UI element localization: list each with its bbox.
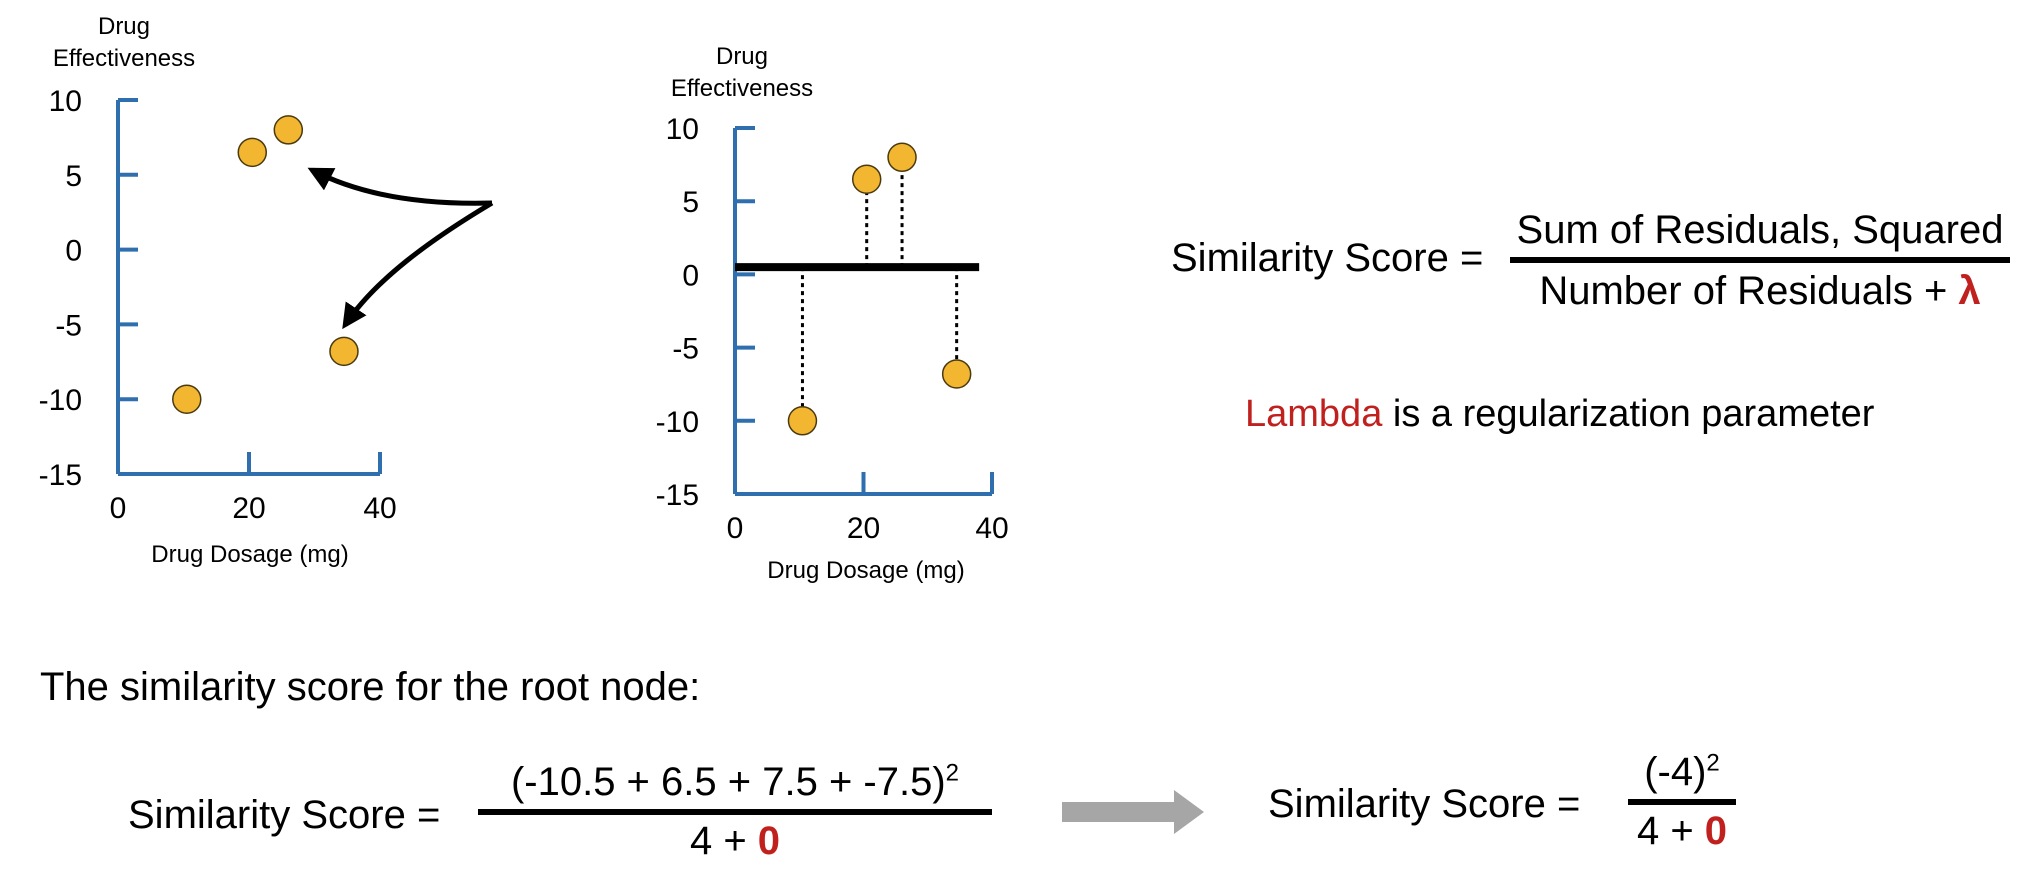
chart-1-ytick-label: 0 <box>65 235 82 268</box>
chart-2-ytick-label: -15 <box>656 479 699 512</box>
formula-result-denominator: 4 + 0 <box>1637 805 1727 854</box>
formula-main-denominator: Number of Residuals + λ <box>1539 263 1980 314</box>
lambda-symbol: λ <box>1958 269 1981 313</box>
chart-1-ytick-label: 10 <box>49 85 82 118</box>
chart-2-axes: 10 5 0 -5 -10 -15 0 20 40 <box>656 113 1009 545</box>
chart-2-ytick-label: -5 <box>672 333 699 366</box>
formula-main-numerator: Sum of Residuals, Squared <box>1516 208 2004 252</box>
formula-result-denominator-text: 4 + <box>1636 809 1705 853</box>
chart-1-ylabel-line1: Drug <box>98 13 150 40</box>
formula-main-fraction: Sum of Residuals, Squared Number of Resi… <box>1510 208 2010 314</box>
chart-2-point <box>941 359 972 389</box>
curved-arrow-lower <box>342 200 494 330</box>
lambda-word: Lambda <box>1245 393 1383 435</box>
chart-2-ytick-label: 0 <box>682 259 699 292</box>
formula-root-denominator: 4 + 0 <box>690 815 780 864</box>
chart-2-xtick-label: 20 <box>847 512 880 545</box>
formula-root-bar <box>478 809 992 815</box>
formula-result-exponent: 2 <box>1706 749 1720 777</box>
curved-arrow-upper <box>307 167 493 206</box>
chart-1-axes: 10 5 0 -5 -10 -15 0 20 40 <box>39 85 397 525</box>
chart-2-ylabel-line1: Drug <box>716 43 768 70</box>
formula-root-lhs: Similarity Score = <box>128 793 441 837</box>
formula-root-lambda-value: 0 <box>757 819 781 863</box>
formula-result-numerator-base: (-4) <box>1644 750 1707 794</box>
formula-result-lambda-value: 0 <box>1704 809 1728 853</box>
chart-1-marks <box>172 115 359 414</box>
formula-root-exponent: 2 <box>945 759 960 787</box>
chart-1-point <box>273 115 304 145</box>
chart-1-xtick-label: 40 <box>363 492 396 525</box>
chart-2-ytick-label: 5 <box>682 186 699 219</box>
chart-1: Drug Effectiveness 10 5 0 -5 -10 -15 0 20 40 Dru… <box>39 13 494 568</box>
chart-1-ytick-label: -15 <box>39 459 82 492</box>
formula-result-fraction: (-4)2 4 + 0 <box>1628 750 1736 854</box>
formula-root-fraction: (-10.5 + 6.5 + 7.5 + -7.5)2 4 + 0 <box>478 760 992 864</box>
chart-2: Drug Effectiveness 10 5 0 -5 -10 -15 0 20 40 Dru… <box>656 43 1009 584</box>
chart-2-xlabel: Drug Dosage (mg) <box>767 557 964 584</box>
formula-main-bar <box>1510 257 2010 263</box>
formula-root-denominator-text: 4 + <box>689 819 758 863</box>
formula-main-lhs: Similarity Score = <box>1171 236 1484 280</box>
formula-root-numerator: (-10.5 + 6.5 + 7.5 + -7.5)2 <box>511 760 959 809</box>
chart-1-ytick-label: -5 <box>55 309 82 342</box>
chart-1-ytick-label: -10 <box>39 384 82 417</box>
chart-1-xtick-label: 20 <box>232 492 265 525</box>
chart-2-ytick-label: 10 <box>666 113 699 146</box>
chart-1-point <box>237 137 268 168</box>
formula-result-lhs: Similarity Score = <box>1268 782 1581 826</box>
chart-2-point <box>787 406 818 436</box>
root-heading: The similarity score for the root node: <box>40 665 701 709</box>
chart-1-point <box>329 336 359 367</box>
chart-2-ytick-label: -10 <box>656 406 699 439</box>
lambda-note: Lambda is a regularization parameter <box>1245 393 1874 436</box>
chart-1-xtick-label: 0 <box>110 492 127 525</box>
chart-2-xtick-label: 0 <box>727 512 744 545</box>
formula-main-denominator-text: Number of Residuals + <box>1539 269 1959 313</box>
chart-2-xtick-label: 40 <box>975 512 1008 545</box>
chart-1-point <box>172 384 202 414</box>
chart-1-xlabel: Drug Dosage (mg) <box>151 541 348 568</box>
chart-2-marks <box>735 142 980 436</box>
lambda-note-rest: is a regularization parameter <box>1382 393 1875 435</box>
formula-result-numerator: (-4)2 <box>1644 750 1720 799</box>
chart-1-ylabel-line2: Effectiveness <box>53 45 195 72</box>
chart-2-point <box>851 164 882 194</box>
formula-result-bar <box>1628 799 1736 805</box>
gray-right-arrow-icon <box>1062 790 1204 834</box>
formula-root-numerator-base: (-10.5 + 6.5 + 7.5 + -7.5) <box>510 760 946 804</box>
chart-1-ytick-label: 5 <box>65 160 82 193</box>
chart-2-ylabel-line2: Effectiveness <box>671 75 813 102</box>
chart-2-point <box>887 142 917 173</box>
